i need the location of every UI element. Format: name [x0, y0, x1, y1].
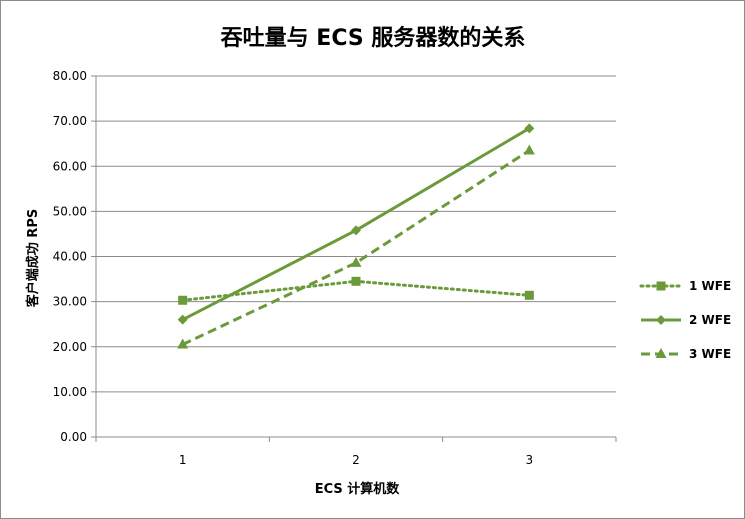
x-axis-title: ECS 计算机数 [315, 481, 401, 497]
x-tick-label: 2 [352, 453, 360, 467]
data-point [351, 276, 361, 286]
data-point [177, 314, 188, 325]
chart-title: 吞吐量与 ECS 服务器数的关系 [221, 25, 526, 51]
series-line-3 [182, 149, 531, 346]
y-axis-title: 客户端成功 RPS [25, 209, 41, 307]
y-tick-label: 50.00 [53, 204, 87, 218]
y-tick-label: 40.00 [53, 250, 87, 264]
legend: 1 WFE 2 WFE 3 WFE [639, 279, 731, 361]
data-point [178, 295, 188, 305]
legend-marker-2 [656, 315, 666, 325]
legend-label-2: 2 WFE [689, 313, 731, 327]
x-tick-labels: 1 2 3 [179, 453, 533, 467]
legend-label-1: 1 WFE [689, 279, 731, 293]
y-tick-label: 0.00 [60, 430, 87, 444]
legend-marker-1 [656, 281, 666, 291]
data-point [524, 123, 535, 134]
y-tick-label: 60.00 [53, 159, 87, 173]
axes [91, 75, 617, 442]
y-tick-label: 80.00 [53, 69, 87, 83]
data-point [524, 290, 534, 300]
data-point [351, 225, 361, 236]
x-tick-label: 3 [526, 453, 534, 467]
legend-marker-3 [655, 348, 667, 358]
data-point [177, 338, 189, 349]
y-tick-label: 20.00 [53, 340, 87, 354]
y-tick-label: 30.00 [53, 295, 87, 309]
y-tick-label: 70.00 [53, 114, 87, 128]
data-point [523, 144, 535, 155]
series [177, 123, 535, 349]
y-tick-label: 10.00 [53, 385, 87, 399]
x-tick-label: 1 [179, 453, 187, 467]
data-point [350, 256, 362, 267]
legend-label-3: 3 WFE [689, 347, 731, 361]
y-tick-labels: 0.00 10.00 20.00 30.00 40.00 50.00 60.00 70.00 8… [53, 69, 87, 444]
